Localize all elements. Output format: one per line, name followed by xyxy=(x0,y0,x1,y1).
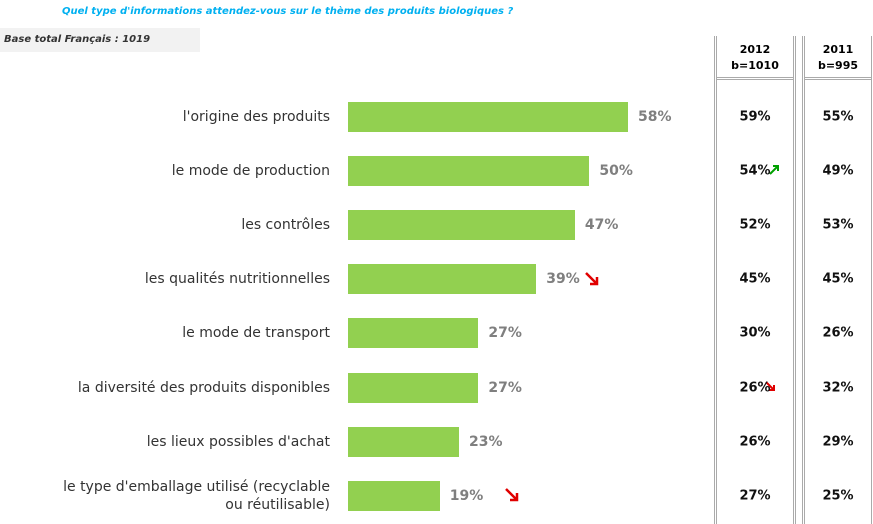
trend-down xyxy=(585,272,599,286)
base-note: Base total Français : 1019 xyxy=(0,28,200,52)
category-label: les lieux possibles d'achat xyxy=(146,433,330,450)
chart-title: Quel type d'informations attendez-vous s… xyxy=(62,6,514,17)
column-header: 2012 b=1010 xyxy=(717,36,793,80)
table-cell: 49% xyxy=(822,163,854,179)
bar xyxy=(348,318,479,349)
value-label: 27% xyxy=(488,379,522,396)
category-label: le type d'emballage utilisé (recyclable … xyxy=(63,478,330,513)
column-header: 2011 b=995 xyxy=(805,36,871,80)
table-cell: 27% xyxy=(739,488,771,504)
value-label: 47% xyxy=(584,217,619,234)
category-label: l'origine des produits xyxy=(182,109,330,125)
bar xyxy=(348,426,460,457)
table-cell: 25% xyxy=(822,488,854,504)
table-column: 2012 b=1010 59% 54% 52% 45% 30% 26% 26% 27% xyxy=(714,36,796,524)
value-label: 58% xyxy=(638,109,672,125)
year: 2011 xyxy=(822,43,854,56)
table-cell: 26% xyxy=(739,380,771,395)
bar xyxy=(348,372,479,403)
table-cell: 26% xyxy=(739,434,771,450)
table-cell: 30% xyxy=(739,325,771,341)
table-cell: 45% xyxy=(739,271,771,287)
value-label: 19% xyxy=(449,487,484,504)
value-label: 50% xyxy=(599,163,633,180)
bar xyxy=(348,480,440,511)
table-cell: 29% xyxy=(822,434,854,450)
year: 2012 xyxy=(739,43,771,56)
value-label: 39% xyxy=(546,271,580,288)
category-label: la diversité des produits disponibles xyxy=(77,379,330,396)
value-label: 23% xyxy=(469,433,503,450)
trend-down xyxy=(765,381,775,391)
table-cell: 55% xyxy=(822,109,854,125)
category-label: le mode de transport xyxy=(182,325,330,342)
trend-down xyxy=(505,488,519,502)
value-label: 27% xyxy=(488,325,522,342)
bar xyxy=(348,264,537,295)
base: b=995 xyxy=(817,59,859,72)
table-cell: 54% xyxy=(739,163,771,179)
table-cell: 32% xyxy=(822,380,854,395)
category-label: les qualités nutritionnelles xyxy=(144,271,330,288)
category-label: le mode de production xyxy=(171,163,330,180)
table-cell: 53% xyxy=(822,217,854,233)
table-column: 2011 b=995 55% 49% 53% 45% 26% 32% 29% 25% xyxy=(802,36,873,524)
bar xyxy=(348,210,575,241)
table-cell: 52% xyxy=(739,217,771,233)
bar xyxy=(348,102,628,132)
category-label: les contrôles xyxy=(241,217,330,234)
base: b=1010 xyxy=(731,59,779,72)
table-cell: 59% xyxy=(739,109,771,125)
table-cell: 45% xyxy=(822,271,854,287)
table-cell: 26% xyxy=(822,325,854,341)
bar xyxy=(348,156,590,187)
trend-up xyxy=(769,165,779,175)
